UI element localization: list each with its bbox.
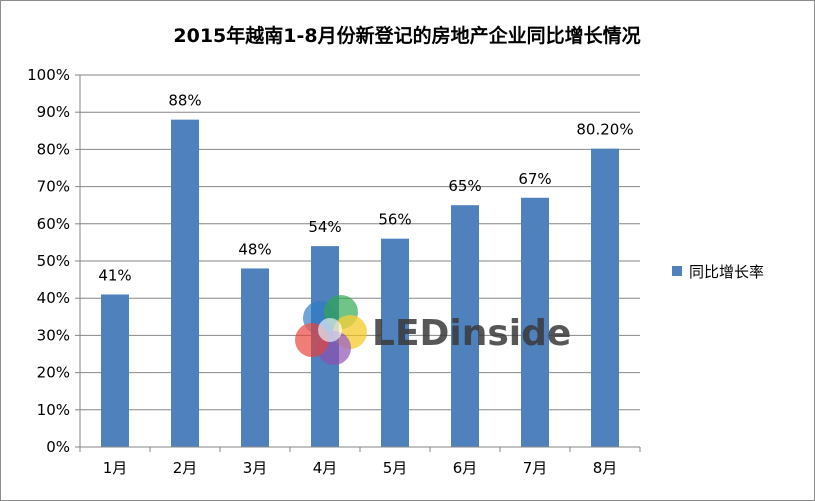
data-label: 54% [308,218,341,236]
y-tick-label: 70% [37,178,70,196]
bar [521,197,549,447]
watermark-text: LEDinside [372,313,571,354]
y-tick-label: 40% [37,289,70,307]
y-tick-label: 30% [37,326,70,344]
x-tick-label: 1月 [103,459,128,477]
y-tick-label: 60% [37,215,70,233]
data-label: 67% [518,170,551,188]
x-tick-label: 2月 [173,459,198,477]
watermark: LEDinside [295,295,571,365]
y-tick-label: 10% [37,401,70,419]
x-tick-label: 7月 [523,459,548,477]
bar [241,268,269,447]
data-label: 41% [98,266,131,284]
data-label: 80.20% [576,121,633,139]
data-label: 48% [238,240,271,258]
data-label: 88% [168,92,201,110]
legend-label: 同比增长率 [689,263,764,281]
data-label: 65% [448,177,481,195]
bar [451,205,479,447]
y-axis-ticks: 0% 10% 20% 30% 40% 50% 60% 70% 80% 90% 100% [27,66,81,456]
bar [381,238,409,447]
bar [101,294,129,447]
bars [101,119,619,447]
legend: 同比增长率 [672,263,764,281]
y-tick-label: 50% [37,252,70,270]
gridlines [80,74,640,448]
data-labels: 41% 88% 48% 54% 56% 65% 67% 80.20% [98,92,633,285]
x-tick-label: 5月 [383,459,408,477]
chart-title: 2015年越南1-8月份新登记的房地产企业同比增长情况 [173,24,640,47]
x-tick-label: 3月 [243,459,268,477]
y-tick-label: 80% [37,140,70,158]
x-tick-label: 6月 [453,459,478,477]
y-tick-label: 0% [46,438,70,456]
y-tick-label: 90% [37,103,70,121]
x-axis-ticks: 1月 2月 3月 4月 5月 6月 7月 8月 [79,446,641,477]
legend-swatch [672,266,682,276]
bar [591,148,619,447]
x-tick-label: 4月 [313,459,338,477]
ledinside-logo-icon [295,295,367,365]
x-tick-label: 8月 [593,459,618,477]
y-tick-label: 100% [27,66,70,84]
bar [171,119,199,447]
y-tick-label: 20% [37,364,70,382]
data-label: 56% [378,211,411,229]
